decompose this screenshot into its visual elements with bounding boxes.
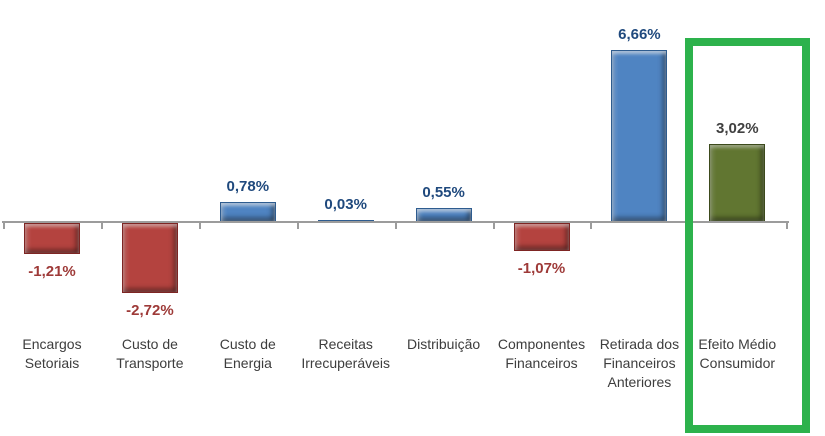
category-label-receitas-irrecuperaveis: Receitas Irrecuperáveis [301,336,391,371]
value-label-receitas-irrecuperaveis: 0,03% [324,195,367,213]
value-label-custo-de-energia: 0,78% [226,177,270,195]
axis-tick [198,221,201,229]
category-label-custo-de-energia: Custo de Energia [219,336,276,371]
value-label-retirada-dos-financeiros-anteriores: 6,66% [618,25,661,43]
axis-tick [296,221,299,229]
axis-tick [590,221,593,229]
bar-distribuicao [415,207,472,222]
bar-componentes-financeiros [513,223,570,251]
axis-tick [786,221,789,229]
highlight-box-efeito-medio-consumidor [685,38,810,433]
category-label-componentes-financeiros: Componentes Financeiros [497,336,586,371]
value-label-componentes-financeiros: -1,07% [517,259,566,277]
axis-tick [394,221,397,229]
value-label-encargos-setoriais: -1,21% [28,263,76,281]
category-label-encargos-setoriais: Encargos Setoriais [22,336,82,371]
bar-custo-de-energia [219,201,276,222]
category-label-distribuicao: Distribuição [407,336,481,352]
bar-custo-de-transporte [121,223,178,294]
value-label-distribuicao: 0,55% [422,183,465,201]
axis-tick [492,221,495,229]
value-label-efeito-medio-consumidor: 3,02% [716,119,759,137]
category-label-efeito-medio-consumidor: Efeito Médio Consumidor [698,336,777,371]
value-label-custo-de-transporte: -2,72% [126,302,174,320]
axis-tick [3,221,5,229]
category-label-retirada-dos-financeiros-anteriores: Retirada dos Financeiros Anteriores [599,336,680,390]
bar-encargos-setoriais [24,223,80,255]
bar-retirada-dos-financeiros-anteriores [611,49,668,222]
axis-tick [100,221,103,229]
category-label-custo-de-transporte: Custo de Transporte [116,336,184,371]
